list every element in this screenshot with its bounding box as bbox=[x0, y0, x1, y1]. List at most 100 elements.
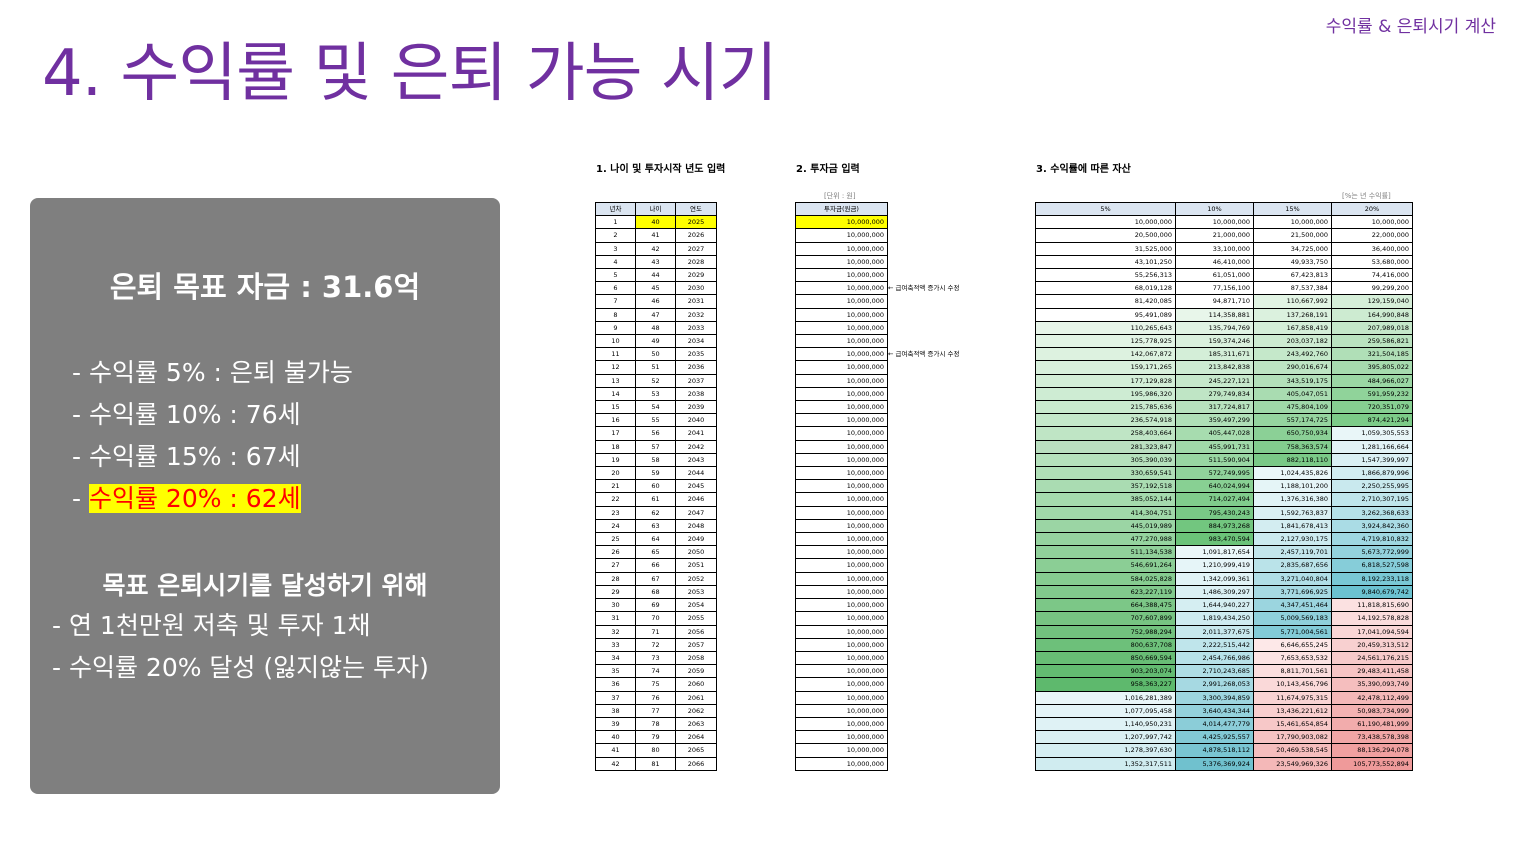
investment-cell[interactable]: 10,000,000 bbox=[795, 716, 888, 732]
investment-cell[interactable]: 10,000,000 bbox=[795, 426, 888, 441]
year-count-cell: 34 bbox=[595, 650, 636, 666]
table-row: 68,019,128 77,156,100 87,537,384 99,299,200 bbox=[1035, 281, 1413, 296]
investment-cell[interactable]: 10,000,000 bbox=[795, 347, 888, 362]
page-title: 4. 수익률 및 은퇴 가능 시기 bbox=[42, 37, 778, 111]
table-row: 546,691,264 1,210,999,419 2,835,687,656 6,8… bbox=[1035, 558, 1413, 573]
investment-cell[interactable]: 10,000,000 bbox=[795, 466, 888, 481]
asset-cell-15: 650,750,934 bbox=[1253, 426, 1332, 441]
investment-cell[interactable]: 10,000,000 bbox=[795, 703, 888, 718]
investment-cell[interactable]: 10,000,000 bbox=[795, 650, 888, 666]
investment-cell[interactable]: 10,000,000 bbox=[795, 334, 888, 349]
year-cell: 2056 bbox=[675, 624, 717, 639]
investment-cell[interactable]: 10,000,000 bbox=[795, 571, 888, 586]
year-count-cell: 9 bbox=[595, 320, 636, 336]
asset-cell-10: 10,000,000 bbox=[1175, 215, 1254, 230]
asset-cell-5: 707,607,899 bbox=[1035, 611, 1176, 626]
asset-cell-15: 15,461,654,854 bbox=[1253, 716, 1332, 732]
investment-cell[interactable]: 10,000,000 bbox=[795, 241, 888, 256]
investment-cell[interactable]: 10,000,000 bbox=[795, 228, 888, 243]
investment-cell[interactable]: 10,000,000 bbox=[795, 611, 888, 626]
table-row: 1,016,281,389 3,300,394,859 11,674,975,315… bbox=[1035, 690, 1413, 705]
investment-cell[interactable]: 10,000,000 bbox=[795, 598, 888, 613]
investment-cell[interactable]: 10,000,000 bbox=[795, 730, 888, 745]
asset-cell-5: 177,129,828 bbox=[1035, 373, 1176, 388]
year-count-cell: 11 bbox=[595, 347, 636, 362]
age-cell: 50 bbox=[635, 347, 676, 362]
investment-cell[interactable]: 10,000,000 bbox=[795, 756, 888, 771]
asset-cell-5: 81,420,085 bbox=[1035, 294, 1176, 309]
asset-cell-20: 129,159,040 bbox=[1331, 294, 1413, 309]
investment-cell[interactable]: 10,000,000 bbox=[795, 439, 888, 454]
asset-cell-5: 236,574,918 bbox=[1035, 413, 1176, 428]
table-row: 10,000,000 bbox=[795, 307, 888, 322]
investment-cell[interactable]: 10,000,000 bbox=[795, 254, 888, 270]
investment-cell[interactable]: 10,000,000 bbox=[795, 360, 888, 375]
investment-cell[interactable]: 10,000,000 bbox=[795, 281, 888, 296]
investment-cell[interactable]: 10,000,000 bbox=[795, 320, 888, 336]
table-row: 10,000,000 bbox=[795, 505, 888, 520]
asset-cell-15: 758,363,574 bbox=[1253, 439, 1332, 454]
table-row: 40 79 2064 bbox=[595, 730, 717, 745]
investment-cell[interactable]: 10,000,000 bbox=[795, 624, 888, 639]
investment-cell[interactable]: 10,000,000 bbox=[795, 558, 888, 573]
investment-cell[interactable]: 10,000,000 bbox=[795, 413, 888, 428]
asset-cell-15: 1,592,763,837 bbox=[1253, 505, 1332, 520]
investment-cell[interactable]: 10,000,000 bbox=[795, 743, 888, 758]
year-count-cell: 6 bbox=[595, 281, 636, 296]
asset-cell-5: 850,669,594 bbox=[1035, 650, 1176, 666]
asset-cell-5: 305,390,039 bbox=[1035, 452, 1176, 468]
year-count-cell: 13 bbox=[595, 373, 636, 388]
investment-cell[interactable]: 10,000,000 bbox=[795, 532, 888, 547]
asset-cell-20: 5,673,772,999 bbox=[1331, 545, 1413, 560]
asset-cell-15: 2,457,119,701 bbox=[1253, 545, 1332, 560]
investment-cell[interactable]: 10,000,000 bbox=[795, 664, 888, 679]
achieve-item-2: - 수익률 20% 달성 (잃지않는 투자) bbox=[52, 653, 429, 682]
asset-cell-20: 36,400,000 bbox=[1331, 241, 1413, 256]
investment-cell[interactable]: 10,000,000 bbox=[795, 584, 888, 600]
investment-cell[interactable]: 10,000,000 bbox=[795, 294, 888, 309]
asset-cell-5: 281,323,847 bbox=[1035, 439, 1176, 454]
asset-cell-15: 4,347,451,464 bbox=[1253, 598, 1332, 613]
investment-cell[interactable]: 10,000,000 bbox=[795, 268, 888, 283]
investment-cell[interactable]: 10,000,000 bbox=[795, 386, 888, 402]
investment-cell[interactable]: 10,000,000 bbox=[795, 677, 888, 692]
rate-line-20-prefix: - bbox=[72, 484, 89, 513]
investment-cell[interactable]: 10,000,000 bbox=[795, 479, 888, 494]
section-label-corner: 수익률 & 은퇴시기 계산 bbox=[1325, 17, 1496, 37]
achieve-item-1: - 연 1천만원 저축 및 투자 1채 bbox=[52, 611, 371, 640]
table-row: 10,000,000 bbox=[795, 294, 888, 309]
table-row: 10,000,000 10,000,000 10,000,000 10,000,000 bbox=[1035, 215, 1413, 230]
investment-cell[interactable]: 10,000,000 bbox=[795, 307, 888, 322]
investment-cell[interactable]: 10,000,000 bbox=[795, 505, 888, 520]
table-row: 357,192,518 640,024,994 1,188,101,200 2,250… bbox=[1035, 479, 1413, 494]
asset-cell-5: 195,986,320 bbox=[1035, 386, 1176, 402]
table-row: 10,000,000 bbox=[795, 703, 888, 718]
table-row: 511,134,538 1,091,817,654 2,457,119,701 5,6… bbox=[1035, 545, 1413, 560]
age-cell[interactable]: 40 bbox=[635, 215, 676, 230]
highlighted-rate: 수익률 20% : 62세 bbox=[88, 484, 301, 513]
table-row: 1,140,950,231 4,014,477,779 15,461,654,854… bbox=[1035, 716, 1413, 732]
investment-cell[interactable]: 10,000,000 bbox=[795, 637, 888, 652]
asset-cell-15: 1,841,678,413 bbox=[1253, 518, 1332, 534]
investment-cell[interactable]: 10,000,000 bbox=[795, 518, 888, 534]
asset-cell-20: 2,710,307,195 bbox=[1331, 492, 1413, 507]
year-cell[interactable]: 2025 bbox=[675, 215, 717, 230]
age-cell: 60 bbox=[635, 479, 676, 494]
investment-cell[interactable]: 10,000,000 bbox=[795, 215, 888, 230]
investment-cell[interactable]: 10,000,000 bbox=[795, 492, 888, 507]
table-row: 11 50 2035 bbox=[595, 347, 717, 362]
investment-cell[interactable]: 10,000,000 bbox=[795, 690, 888, 705]
asset-cell-15: 243,492,760 bbox=[1253, 347, 1332, 362]
investment-cell[interactable]: 10,000,000 bbox=[795, 373, 888, 388]
year-cell: 2026 bbox=[675, 228, 717, 243]
asset-cell-10: 983,470,594 bbox=[1175, 532, 1254, 547]
investment-cell[interactable]: 10,000,000 bbox=[795, 400, 888, 415]
table-row: 28 67 2052 bbox=[595, 571, 717, 586]
table-row: 385,052,144 714,027,494 1,376,316,380 2,710… bbox=[1035, 492, 1413, 507]
rate-line-10: - 수익률 10% : 76세 bbox=[72, 400, 301, 429]
investment-cell[interactable]: 10,000,000 bbox=[795, 452, 888, 468]
table-row: 110,265,643 135,794,769 167,858,419 207,989… bbox=[1035, 320, 1413, 336]
investment-cell[interactable]: 10,000,000 bbox=[795, 545, 888, 560]
asset-cell-10: 159,374,246 bbox=[1175, 334, 1254, 349]
age-cell: 52 bbox=[635, 373, 676, 388]
